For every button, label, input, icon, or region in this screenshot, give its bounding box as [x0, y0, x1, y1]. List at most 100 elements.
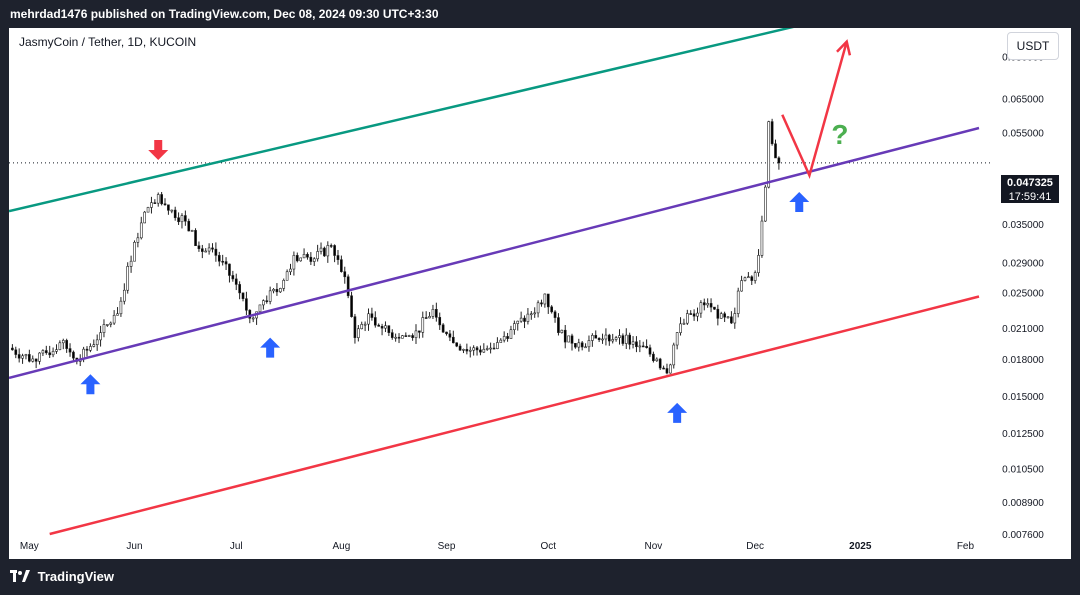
- candle-up: [316, 251, 319, 260]
- candle-up: [289, 268, 292, 273]
- candle-up: [733, 313, 737, 324]
- x-tick-label: Feb: [957, 541, 975, 552]
- x-tick-label: Jul: [230, 541, 243, 552]
- candle-down: [306, 254, 309, 258]
- y-tick-label: 0.055000: [1002, 128, 1044, 139]
- candle-down: [594, 335, 598, 339]
- candle-up: [740, 280, 743, 292]
- candle-down: [380, 325, 384, 329]
- candle-down: [479, 349, 482, 353]
- candle-up: [156, 194, 160, 204]
- candle-down: [648, 347, 652, 355]
- y-tick-label: 0.010500: [1002, 464, 1044, 475]
- candle-up: [136, 237, 140, 243]
- candle-up: [58, 342, 62, 351]
- candle-up: [482, 348, 486, 353]
- candle-down: [214, 248, 218, 256]
- candle-down: [173, 209, 177, 219]
- candle-up: [272, 289, 275, 292]
- candle-up: [357, 328, 360, 338]
- candle-up: [268, 290, 272, 302]
- candle-down: [404, 335, 408, 337]
- tradingview-logo-icon: [10, 568, 30, 588]
- candle-up: [143, 211, 146, 224]
- candle-up: [601, 338, 604, 341]
- candle-down: [343, 271, 347, 278]
- candle-down: [329, 245, 333, 247]
- candle-down: [275, 289, 279, 293]
- candle-down: [546, 293, 550, 308]
- candle-up: [516, 320, 520, 324]
- candle-down: [238, 284, 241, 294]
- arrow-shape: [80, 374, 101, 395]
- time-axis[interactable]: May Jun Jul Aug Sep Oct Nov Dec 2025 Feb: [20, 541, 975, 552]
- candle-down: [445, 331, 448, 335]
- candle-down: [224, 261, 228, 265]
- candle-up: [394, 336, 397, 339]
- candle-down: [465, 349, 469, 352]
- drawings[interactable]: ?: [9, 28, 980, 536]
- candle-down: [563, 329, 567, 343]
- y-tick-label: 0.007600: [1002, 530, 1044, 541]
- candle-up: [736, 290, 740, 314]
- candle-down: [550, 306, 553, 313]
- candle-up: [24, 354, 28, 357]
- footer-brand[interactable]: TradingView: [10, 567, 114, 587]
- candle-down: [750, 276, 754, 281]
- candle-down: [580, 342, 584, 348]
- candle-up: [119, 300, 123, 315]
- candle-down: [14, 349, 18, 355]
- candle-up: [116, 313, 119, 316]
- candle-up: [367, 313, 370, 325]
- x-tick-label: 2025: [849, 541, 872, 552]
- candle-down: [458, 345, 462, 351]
- candle-down: [34, 358, 38, 362]
- candle-down: [455, 342, 459, 347]
- candle-up: [41, 350, 45, 354]
- candle-down: [557, 317, 560, 333]
- currency-button[interactable]: USDT: [1007, 32, 1059, 60]
- symbol-title[interactable]: JasmyCoin / Tether, 1D, KUCOIN: [19, 35, 197, 49]
- y-tick-label: 0.012500: [1002, 429, 1044, 440]
- candle-down: [451, 336, 455, 344]
- candle-down: [387, 325, 391, 333]
- candle-up: [312, 258, 316, 262]
- candle-up: [92, 344, 96, 347]
- candle-down: [570, 335, 574, 344]
- candle-up: [499, 339, 503, 343]
- arrow-shape: [148, 140, 169, 161]
- candle-down: [475, 347, 479, 351]
- candle-down: [435, 309, 438, 318]
- x-tick-label: Nov: [645, 541, 663, 552]
- candle-down: [234, 278, 238, 285]
- candle-up: [672, 344, 676, 366]
- candle-down: [621, 335, 625, 344]
- candle-down: [217, 255, 221, 262]
- candle-down: [350, 295, 353, 317]
- candle-up: [462, 349, 465, 351]
- x-tick-label: Aug: [332, 541, 350, 552]
- candle-up: [618, 335, 621, 338]
- candle-up: [133, 241, 136, 262]
- last-price-tag: 0.047325 17:59:41: [1001, 175, 1059, 203]
- chart-svg[interactable]: 0.0800000.0650000.0550000.0410000.035000…: [9, 28, 1071, 559]
- candle-up: [38, 352, 41, 362]
- candle-up: [31, 358, 35, 362]
- candle-up: [207, 247, 211, 252]
- candle-up: [760, 220, 764, 256]
- candle-down: [48, 352, 52, 356]
- candle-up: [624, 334, 628, 344]
- candle-up: [567, 335, 570, 343]
- projection-arrowhead-icon: [836, 39, 852, 56]
- x-tick-label: Dec: [746, 541, 764, 552]
- candle-down: [167, 204, 170, 211]
- candle-up: [584, 346, 587, 349]
- candle-up: [363, 323, 367, 326]
- candle-up: [496, 342, 499, 349]
- arrow-shape: [789, 192, 810, 213]
- candle-down: [323, 247, 326, 257]
- candle-down: [628, 334, 631, 345]
- chart-panel[interactable]: 0.0800000.0650000.0550000.0410000.035000…: [9, 28, 1071, 559]
- arrow-shape: [260, 337, 281, 358]
- price-axis[interactable]: 0.0800000.0650000.0550000.0410000.035000…: [1002, 52, 1044, 541]
